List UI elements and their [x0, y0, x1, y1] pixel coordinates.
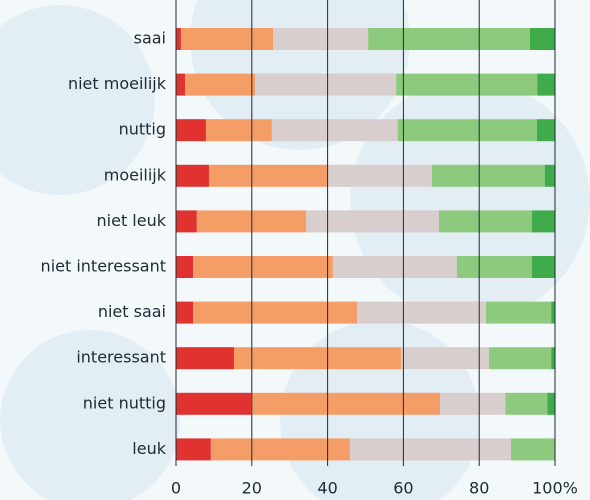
bar-segment	[306, 210, 439, 232]
x-tick-label: 100%	[532, 479, 578, 498]
bar-segment	[176, 256, 193, 278]
bar-segment	[537, 74, 555, 96]
bar-segment	[273, 28, 368, 50]
bar-segment	[440, 393, 505, 415]
x-tick-label: 80	[469, 479, 489, 498]
y-tick-label: interessant	[76, 348, 166, 367]
bar-segment	[333, 256, 457, 278]
bar-segment	[328, 165, 432, 187]
bar-segment	[176, 438, 211, 460]
bar-segment	[350, 438, 511, 460]
bar-segment	[211, 438, 350, 460]
chart: saai niet moeilijk nuttig moeilijk niet leuk…	[0, 0, 590, 500]
y-tick-label: nuttig	[119, 120, 166, 139]
y-tick-label: niet nuttig	[83, 393, 166, 412]
bar-segment	[486, 302, 551, 324]
bar-segment	[176, 119, 206, 141]
bar-segment	[511, 438, 555, 460]
bar-segment	[398, 119, 537, 141]
bar-segment	[234, 347, 401, 369]
bar-segment	[457, 256, 532, 278]
bar-segment	[547, 393, 555, 415]
y-tick-label: niet leuk	[97, 211, 167, 230]
bar-segment	[368, 28, 530, 50]
bar-segment	[176, 210, 197, 232]
y-tick-label: niet saai	[98, 302, 166, 321]
bar-segment	[193, 302, 357, 324]
bar-segment	[530, 28, 555, 50]
x-tick-label: 20	[242, 479, 262, 498]
bar-segment	[181, 28, 273, 50]
y-tick-label: leuk	[132, 439, 166, 458]
y-tick-label: niet moeilijk	[68, 74, 167, 93]
bar-segment	[176, 28, 181, 50]
bar-segment	[185, 74, 255, 96]
bar-segment	[401, 347, 489, 369]
bar-segment	[193, 256, 333, 278]
bar-segment	[176, 74, 185, 96]
x-tick-label: 60	[393, 479, 413, 498]
bar-segment	[545, 165, 555, 187]
bar-segment	[532, 210, 555, 232]
bar-segment	[176, 165, 209, 187]
bar-segment	[532, 256, 555, 278]
bar-segment	[439, 210, 532, 232]
bar-segment	[209, 165, 328, 187]
bar-segment	[251, 393, 440, 415]
y-tick-label: niet interessant	[41, 257, 166, 276]
bar-segment	[176, 347, 234, 369]
bar-segment	[432, 165, 545, 187]
x-tick-label: 40	[317, 479, 337, 498]
y-tick-label: moeilijk	[104, 165, 167, 184]
bar-segment	[537, 119, 555, 141]
bar-segment	[357, 302, 486, 324]
bar-segment	[206, 119, 272, 141]
x-tick-label: 0	[171, 479, 181, 498]
bar-segment	[272, 119, 398, 141]
y-tick-label: saai	[134, 29, 166, 48]
bar-segment	[396, 74, 537, 96]
bar-segment	[489, 347, 551, 369]
bar-segment	[505, 393, 547, 415]
bar-segment	[255, 74, 396, 96]
bar-segment	[176, 302, 193, 324]
bar-segment	[176, 393, 251, 415]
